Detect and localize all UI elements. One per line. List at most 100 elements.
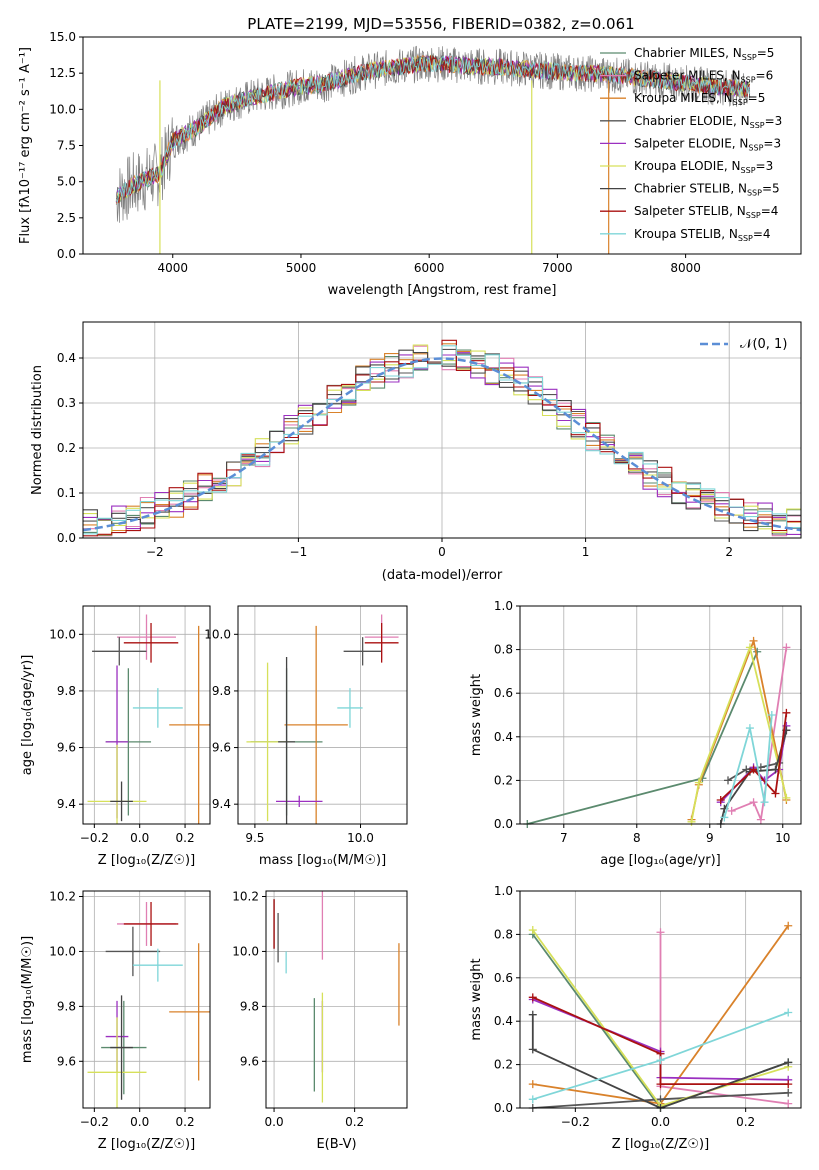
- data-point-marker: [716, 796, 725, 805]
- residual-histogram-chabrier-stelib: [83, 349, 801, 532]
- data-point-marker: [771, 789, 780, 798]
- axes-frame: [82, 321, 802, 539]
- mass-weight-line-kroupa-miles: [690, 637, 788, 820]
- data-point-marker: [745, 643, 754, 652]
- x-axis-label: E(B-V): [316, 1137, 356, 1152]
- y-tick-label: 9.8: [57, 684, 76, 698]
- normal-distribution-curve: [82, 357, 802, 532]
- y-tick-label: 10.2: [49, 889, 76, 903]
- x-axis-label: Z [log₁₀(Z/Z☉)]: [98, 1137, 195, 1152]
- data-point-marker: [767, 711, 776, 719]
- axes-frame: [82, 890, 211, 1109]
- mass-weight-line-salpeter-stelib: [532, 996, 789, 1085]
- y-tick-label: 0.8: [494, 643, 513, 657]
- axes-frame: [519, 890, 802, 1109]
- x-tick-label: 9: [706, 831, 714, 845]
- x-tick-label: 2: [725, 545, 733, 559]
- x-tick-label: −1: [290, 545, 308, 559]
- y-tick-label: 0.8: [494, 927, 513, 941]
- y-axis-label: Flux [fλ10⁻¹⁷ erg cm⁻² s⁻¹ A⁻¹]: [18, 47, 33, 244]
- x-tick-label: 0.0: [651, 1115, 670, 1129]
- legend-entry: Salpeter MILES, NSSP=6: [634, 69, 773, 85]
- y-axis-label: mass weight: [469, 674, 484, 756]
- x-tick-label: −2: [146, 545, 164, 559]
- data-point-marker: [749, 636, 758, 645]
- data-point-marker: [760, 798, 769, 807]
- legend-subscript: SSP: [738, 234, 753, 243]
- data-point-marker: [656, 1056, 665, 1065]
- mass-weight-line-salpeter-stelib: [720, 712, 788, 801]
- y-tick-label: 0.0: [57, 531, 76, 545]
- data-point-marker: [784, 1088, 793, 1097]
- data-point-marker: [782, 793, 791, 802]
- y-tick-label: 0.2: [57, 441, 76, 455]
- y-tick-label: 0.4: [494, 1014, 513, 1028]
- model-spectrum-kroupa-stelib: [115, 54, 751, 204]
- panel-1: 4000 5000 6000 7000 8000 0.0 2.5 5.0 7.5 10.0 12.5…: [18, 30, 802, 298]
- data-point-marker: [528, 926, 537, 935]
- panel-6: −0.2 0.0 0.2 9.6 9.8 10.0 10.2 Z [log₁₀(Z/Z☉)] m…: [20, 889, 211, 1152]
- legend-subscript: SSP: [746, 211, 761, 220]
- legend-subscript: SSP: [741, 76, 756, 85]
- axes-frame: [519, 605, 802, 825]
- y-tick-label: 15.0: [49, 30, 76, 44]
- data-point-marker: [724, 776, 733, 785]
- y-tick-label: 9.8: [212, 684, 231, 698]
- y-tick-label: 1.0: [494, 884, 513, 898]
- y-tick-label: 9.8: [240, 999, 259, 1013]
- data-point-marker: [694, 778, 703, 787]
- data-point-marker: [782, 708, 791, 717]
- axes-frame: [82, 605, 211, 825]
- data-point-marker: [784, 1080, 793, 1089]
- x-tick-label: 7000: [542, 261, 573, 275]
- x-tick-label: 0.2: [176, 1115, 195, 1129]
- legend-nssp-value: =5: [748, 91, 766, 105]
- data-point-marker: [528, 1095, 537, 1104]
- legend-subscript: SSP: [750, 121, 765, 130]
- legend-subscript: SSP: [742, 53, 757, 62]
- x-tick-label: 10.0: [347, 831, 374, 845]
- legend-nssp-value: =3: [763, 136, 781, 150]
- y-tick-label: 0.0: [57, 247, 76, 261]
- x-axis-label: (data-model)/error: [382, 568, 503, 583]
- y-axis-label: mass [log₁₀(M/M☉)]: [20, 936, 35, 1063]
- legend-nssp-value: =5: [757, 46, 775, 60]
- mass-weight-line-kroupa-stelib: [723, 714, 773, 818]
- y-tick-label: 10.0: [232, 944, 259, 958]
- legend-entry: Kroupa ELODIE, NSSP=3: [634, 159, 773, 175]
- panel-8: −0.2 0.0 0.2 0.0 0.2 0.4 0.6 0.8 1.0 Z [log₁₀(Z/Z…: [469, 884, 802, 1152]
- data-point-marker: [528, 1010, 537, 1019]
- legend-subscript: SSP: [741, 166, 756, 175]
- y-tick-label: 10.0: [49, 944, 76, 958]
- legend-subscript: SSP: [748, 143, 763, 152]
- mass-weight-line-salpeter-miles: [731, 647, 788, 823]
- y-tick-label: 0.6: [494, 971, 513, 985]
- y-tick-label: 0.4: [494, 730, 513, 744]
- y-tick-label: 2.5: [57, 211, 76, 225]
- legend-entry: Salpeter STELIB, NSSP=4: [634, 204, 778, 220]
- legend-entry: Chabrier STELIB, NSSP=5: [634, 182, 780, 198]
- x-tick-label: 0.2: [345, 1115, 364, 1129]
- residual-histogram-kroupa-stelib: [83, 345, 801, 535]
- x-tick-label: 0.0: [265, 1115, 284, 1129]
- legend-entry: Kroupa MILES, NSSP=5: [634, 91, 765, 107]
- mass-weight-line-chabrier-stelib: [531, 1014, 789, 1108]
- mass-weight-line-kroupa-elodie: [690, 644, 788, 822]
- data-point-marker: [749, 765, 758, 774]
- y-tick-label: 9.6: [57, 741, 76, 755]
- y-tick-label: 9.4: [212, 797, 231, 811]
- legend-nssp-value: =3: [765, 114, 783, 128]
- x-axis-label: wavelength [Angstrom, rest frame]: [328, 283, 557, 298]
- y-tick-label: 1.0: [494, 599, 513, 613]
- data-point-marker: [528, 993, 537, 1002]
- data-point-marker: [784, 921, 793, 930]
- y-tick-label: 7.5: [57, 139, 76, 153]
- data-point-marker: [784, 1058, 793, 1067]
- figure-title: PLATE=2199, MJD=53556, FIBERID=0382, z=0…: [247, 15, 634, 33]
- x-tick-label: −0.2: [80, 831, 109, 845]
- x-tick-label: 9.5: [245, 831, 264, 845]
- legend-entry: Kroupa STELIB, NSSP=4: [634, 227, 771, 243]
- x-tick-label: 0.2: [736, 1115, 755, 1129]
- axes-frame: [237, 605, 408, 825]
